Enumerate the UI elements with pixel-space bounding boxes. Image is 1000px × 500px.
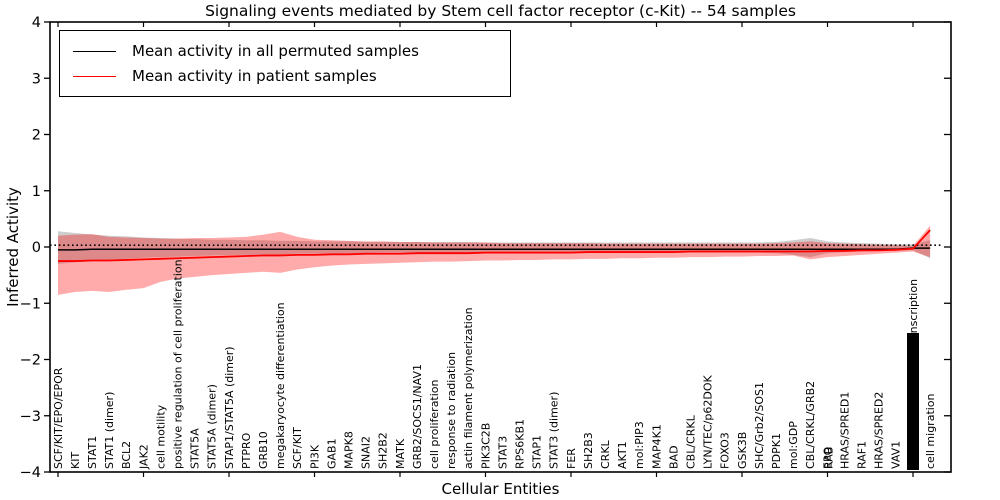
x-tick-label: BCL2 [120, 441, 133, 469]
x-tick-label: STAP1 [531, 435, 544, 469]
x-tick-label: VAV1 [890, 441, 903, 469]
legend-row-patient: Mean activity in patient samples [60, 67, 510, 85]
y-tick-label: −1 [20, 296, 41, 312]
y-tick-label: −3 [20, 409, 41, 425]
x-tick-label: FER [565, 448, 578, 469]
x-tick-label: MATK [394, 438, 407, 469]
x-tick-label: SH2B2 [377, 432, 390, 469]
x-tick-label: KIT [69, 452, 82, 469]
x-tick-label: STAP1/STAT5A (dimer) [223, 346, 236, 469]
x-tick-label: STAT3 [496, 436, 509, 469]
legend-label-permuted: Mean activity in all permuted samples [132, 42, 419, 60]
x-tick-label: GRB2/SOCS1/NAV1 [411, 364, 424, 469]
patient-mean-line [58, 229, 931, 262]
x-tick-label: STAT3 (dimer) [548, 392, 561, 469]
legend-label-patient: Mean activity in patient samples [132, 67, 377, 85]
x-tick-label: AKT1 [616, 441, 629, 469]
patient-samples-std-band [58, 225, 931, 295]
legend-line-permuted-swatch [73, 50, 116, 52]
x-tick-label: PDPK1 [770, 433, 783, 469]
x-tick-label: cell proliferation [428, 379, 441, 469]
x-tick-label: megakaryocyte differentiation [274, 302, 287, 469]
x-tick-label: RAB [823, 447, 836, 469]
permuted-mean-line [58, 247, 931, 251]
x-tick-label: JAK2 [137, 444, 150, 470]
x-tick-label: GRB10 [257, 431, 270, 469]
x-tick-label: RAF1 [856, 441, 869, 469]
x-tick-label: CBL/CRKL/GRB2 [804, 381, 817, 469]
overlapping-labels-block [907, 333, 919, 470]
x-tick-label: FOXO3 [719, 432, 732, 469]
y-tick-label: 0 [32, 240, 41, 256]
x-axis-label: Cellular Entities [441, 480, 560, 498]
x-tick-label: CBL/CRKL [685, 414, 698, 469]
x-tick-label: RPS6KB1 [514, 419, 527, 469]
x-tick-label: LYN/TEC/p62DOK [702, 375, 715, 469]
x-tick-label: PIK3C2B [479, 423, 492, 469]
x-tick-label: STAT1 [86, 436, 99, 469]
y-tick-label: 3 [32, 71, 41, 87]
x-tick-label: MAPK8 [343, 431, 356, 469]
permuted-samples-std-band [58, 231, 931, 264]
x-tick-label: PI3K [308, 444, 321, 469]
x-tick-label: GSK3B [736, 432, 749, 469]
chart-title: Signaling events mediated by Stem cell f… [205, 2, 796, 20]
x-tick-label: STAT5A (dimer) [206, 384, 219, 469]
legend-box: Mean activity in all permuted samples Me… [59, 30, 511, 97]
x-tick-label: cell migration [924, 393, 937, 469]
y-axis-label: Inferred Activity [4, 187, 22, 307]
legend-line-patient-swatch [73, 75, 116, 77]
y-tick-label: 2 [32, 128, 41, 144]
y-tick-label: 1 [32, 184, 41, 200]
y-tick-label: −4 [20, 465, 41, 481]
x-tick-label: MAP4K1 [650, 424, 663, 469]
x-tick-label: SH2B3 [582, 432, 595, 469]
x-tick-label: SHC/Grb2/SOS1 [753, 382, 766, 469]
x-tick-label: mol:GDP [787, 421, 800, 469]
legend-row-permuted: Mean activity in all permuted samples [60, 42, 510, 60]
x-tick-label: GAB1 [325, 438, 338, 469]
x-tick-label: SNAI2 [360, 436, 373, 469]
x-tick-label: EPO [821, 446, 834, 469]
x-tick-label: PTPRO [240, 432, 253, 469]
x-tick-label: HRAS/SPRED1 [838, 392, 851, 469]
y-tick-label: −2 [20, 353, 41, 369]
x-tick-label: positive regulation of cell proliferatio… [172, 259, 185, 469]
x-tick-label: SCF/KIT [291, 427, 304, 469]
x-tick-label: positive regulation of transcription [907, 279, 920, 469]
x-tick-label: actin filament polymerization [462, 307, 475, 469]
y-tick-label: 4 [32, 15, 41, 31]
x-tick-label: response to radiation [445, 352, 458, 469]
x-tick-label: SCF/KIT/EPO/EPOR [52, 367, 65, 469]
x-tick-label: cell motility [154, 404, 167, 469]
x-tick-label: STAT5A [189, 428, 202, 469]
x-tick-label: BAD [667, 445, 680, 469]
x-tick-label: mol:PIP3 [633, 421, 646, 469]
x-tick-label: CRKL [599, 439, 612, 469]
x-tick-label: HRAS/SPRED2 [873, 392, 886, 469]
x-tick-label: STAT1 (dimer) [103, 392, 116, 469]
